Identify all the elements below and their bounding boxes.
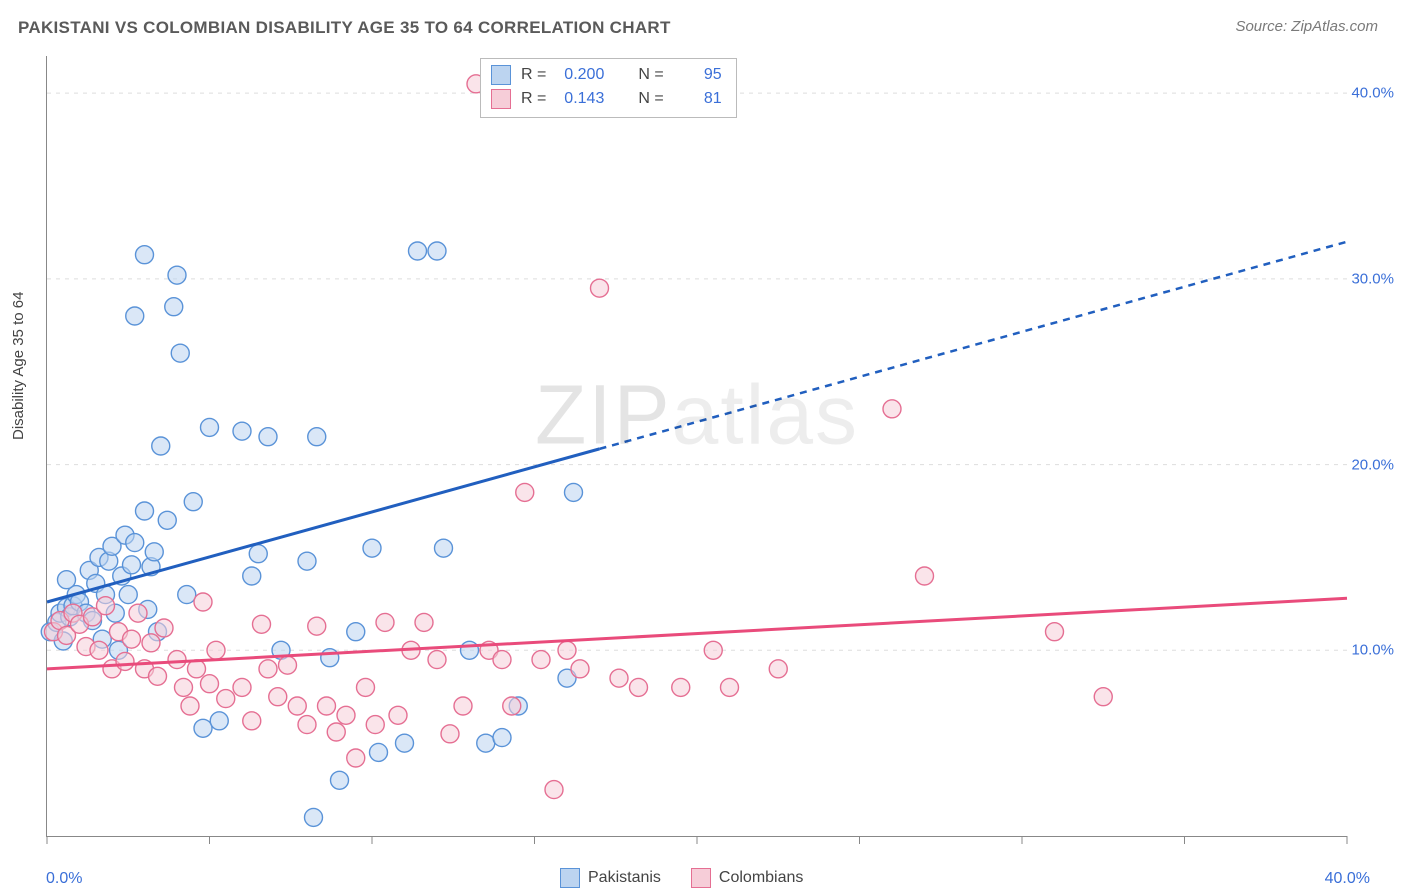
series-legend: Pakistanis Colombians bbox=[560, 868, 803, 888]
x-tick-40: 40.0% bbox=[1325, 870, 1370, 888]
n-label: N = bbox=[638, 87, 663, 111]
legend-swatch bbox=[491, 65, 511, 85]
series-legend-item: Colombians bbox=[691, 868, 803, 888]
chart-page: PAKISTANI VS COLOMBIAN DISABILITY AGE 35… bbox=[0, 0, 1406, 892]
series-legend-label: Colombians bbox=[719, 869, 803, 887]
stat-legend-row: R = 0.200 N = 95 bbox=[491, 63, 722, 87]
n-value: 81 bbox=[674, 87, 722, 111]
stat-legend: R = 0.200 N = 95 R = 0.143 N = 81 bbox=[480, 58, 737, 118]
r-value: 0.143 bbox=[556, 87, 604, 111]
page-title: PAKISTANI VS COLOMBIAN DISABILITY AGE 35… bbox=[18, 18, 671, 38]
n-value: 95 bbox=[674, 63, 722, 87]
legend-swatch bbox=[691, 868, 711, 888]
plot-area: ZIPatlas bbox=[46, 56, 1347, 837]
n-label: N = bbox=[638, 63, 663, 87]
r-label: R = bbox=[521, 87, 546, 111]
y-tick-20: 20.0% bbox=[1351, 456, 1394, 473]
y-tick-10: 10.0% bbox=[1351, 642, 1394, 659]
scatter-chart bbox=[47, 56, 1347, 836]
x-tick-0: 0.0% bbox=[46, 870, 82, 888]
series-legend-label: Pakistanis bbox=[588, 869, 661, 887]
stat-legend-row: R = 0.143 N = 81 bbox=[491, 87, 722, 111]
r-value: 0.200 bbox=[556, 63, 604, 87]
y-tick-30: 30.0% bbox=[1351, 270, 1394, 287]
y-axis-label: Disability Age 35 to 64 bbox=[10, 292, 27, 440]
r-label: R = bbox=[521, 63, 546, 87]
series-legend-item: Pakistanis bbox=[560, 868, 661, 888]
source-credit: Source: ZipAtlas.com bbox=[1235, 18, 1378, 35]
legend-swatch bbox=[491, 89, 511, 109]
legend-swatch bbox=[560, 868, 580, 888]
y-tick-40: 40.0% bbox=[1351, 85, 1394, 102]
